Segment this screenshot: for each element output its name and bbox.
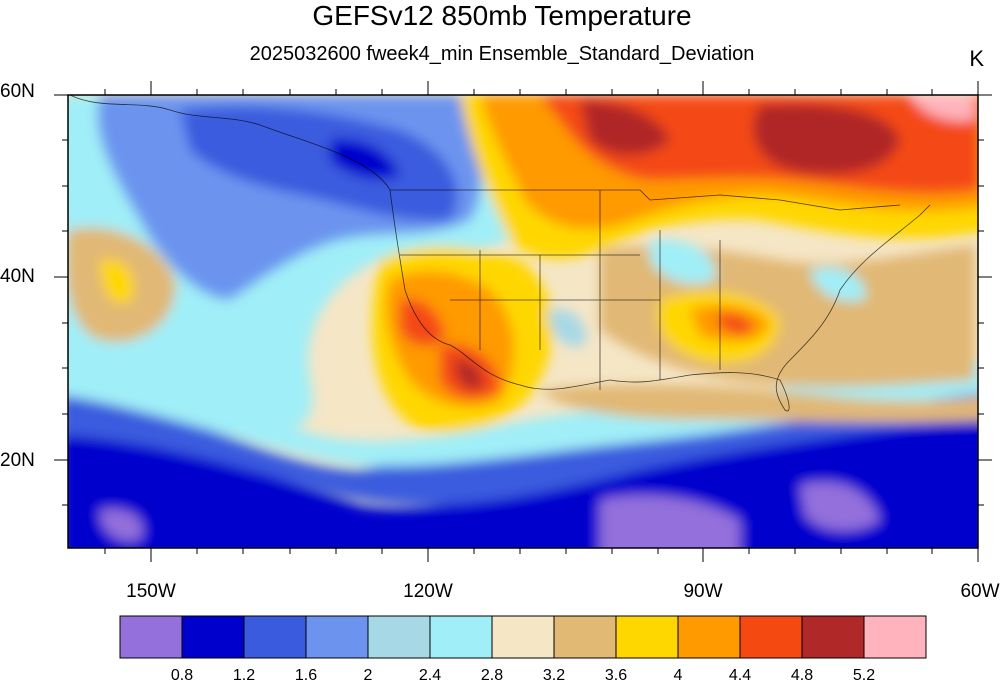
temperature-spread-field	[68, 95, 978, 548]
colorbar-swatch	[243, 615, 307, 659]
colorbar-label: 1.2	[233, 667, 255, 683]
colorbar-label: 2.4	[419, 667, 441, 683]
colorbar-swatch	[367, 615, 431, 659]
colorbar	[119, 615, 927, 659]
colorbar-label: 2.8	[481, 667, 503, 683]
colorbar-label: 1.6	[295, 667, 317, 683]
colorbar-label: 3.6	[605, 667, 627, 683]
coastlines	[69, 95, 931, 412]
lon-label-90w: 90W	[683, 581, 722, 602]
map-subtitle: 2025032600 fweek4_min Ensemble_Standard_…	[249, 43, 755, 65]
colorbar-swatch	[181, 615, 245, 659]
colorbar-label: 3.2	[543, 667, 565, 683]
colorbar-swatch	[739, 615, 803, 659]
colorbar-labels: 0.8 1.2 1.6 2 2.4 2.8 3.2 3.6 4 4.4 4.8 5.2	[171, 667, 875, 683]
colorbar-swatch	[119, 615, 183, 659]
units-label: K	[969, 46, 984, 71]
lon-label-120w: 120W	[403, 581, 453, 602]
colorbar-label: 4.8	[791, 667, 813, 683]
colorbar-label: 0.8	[171, 667, 193, 683]
lon-label-150w: 150W	[126, 581, 176, 602]
map-frame	[67, 94, 979, 549]
lat-label-40n: 40N	[0, 266, 35, 287]
lon-label-60w: 60W	[960, 581, 999, 602]
map-title: GEFSv12 850mb Temperature	[312, 0, 692, 31]
lat-label-20n: 20N	[0, 450, 35, 471]
colorbar-swatch	[553, 615, 617, 659]
colorbar-swatch	[801, 615, 865, 659]
colorbar-label: 4.4	[729, 667, 751, 683]
colorbar-label: 2	[364, 667, 373, 683]
colorbar-swatch	[491, 615, 555, 659]
colorbar-swatch	[615, 615, 679, 659]
colorbar-label: 5.2	[853, 667, 875, 683]
colorbar-swatch	[863, 615, 927, 659]
colorbar-swatch	[677, 615, 741, 659]
lat-label-60n: 60N	[0, 81, 35, 102]
colorbar-label: 4	[674, 667, 683, 683]
axis-ticks	[54, 81, 992, 562]
colorbar-swatch	[429, 615, 493, 659]
colorbar-swatch	[305, 615, 369, 659]
